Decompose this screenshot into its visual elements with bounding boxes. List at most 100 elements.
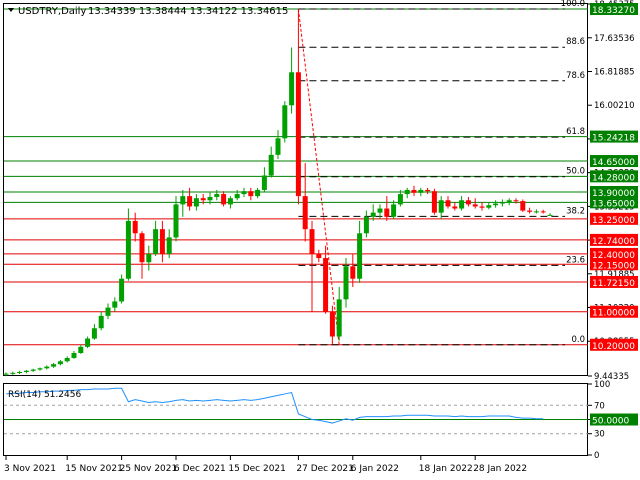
candle bbox=[275, 130, 281, 159]
fib-trendline[interactable] bbox=[297, 8, 340, 345]
candle bbox=[425, 187, 431, 195]
candle bbox=[64, 356, 70, 363]
level-label: 15.24218 bbox=[590, 130, 638, 144]
fibonacci-retracement[interactable]: 100.0 88.6 78.6 61.8 50.0 38.2 23.6 0.0 bbox=[297, 0, 585, 346]
candle bbox=[3, 372, 9, 377]
candles bbox=[3, 9, 553, 377]
candle bbox=[350, 253, 356, 287]
candle bbox=[98, 311, 104, 331]
level-label-text: 15.24218 bbox=[592, 134, 635, 144]
level-label: 13.65000 bbox=[590, 196, 638, 209]
candle bbox=[17, 370, 23, 375]
candle bbox=[506, 198, 512, 206]
candle bbox=[166, 229, 172, 259]
chart-header: USDTRY,Daily 13.34339 13.38444 13.34122 … bbox=[8, 6, 288, 17]
level-label: 11.00000 bbox=[590, 305, 638, 319]
candle bbox=[513, 198, 519, 204]
level-label-text: 14.65000 bbox=[592, 158, 635, 168]
fib-level-label: 23.6 bbox=[566, 255, 585, 265]
candle bbox=[499, 199, 505, 207]
level-label-text: 13.65000 bbox=[592, 199, 635, 209]
fib-level-label: 50.0 bbox=[566, 167, 585, 177]
candle bbox=[302, 163, 308, 242]
candle bbox=[329, 305, 335, 344]
candle bbox=[411, 185, 417, 197]
fib-level-label: 61.8 bbox=[566, 127, 585, 137]
candle bbox=[540, 209, 546, 214]
level-label: 13.90000 bbox=[590, 186, 638, 199]
rsi-indicator: 100 70 30 0 50.0000 bbox=[4, 380, 638, 461]
rsi-title: RSI(14) 51.2456 bbox=[8, 390, 81, 400]
candle bbox=[44, 365, 50, 370]
candle bbox=[255, 187, 261, 199]
candle bbox=[193, 194, 199, 211]
candle bbox=[91, 324, 97, 340]
date-tick-label: 28 Jan 2022 bbox=[473, 464, 527, 474]
candle bbox=[547, 213, 553, 216]
candle bbox=[221, 191, 227, 207]
level-label: 12.74000 bbox=[590, 233, 638, 247]
candle bbox=[248, 187, 254, 201]
candle bbox=[282, 101, 288, 143]
candle bbox=[363, 210, 369, 238]
level-label: 12.40000 bbox=[590, 247, 638, 261]
price-tick-label: 16.00210 bbox=[594, 101, 635, 111]
level-label-text: 18.33270 bbox=[592, 6, 635, 16]
level-label-text: 12.40000 bbox=[592, 251, 635, 261]
candle bbox=[227, 196, 233, 209]
candle bbox=[146, 245, 152, 271]
date-tick-label: 25 Nov 2021 bbox=[120, 464, 178, 474]
candle bbox=[289, 47, 295, 114]
candle bbox=[139, 231, 145, 279]
rsi-tick-label: 30 bbox=[594, 430, 605, 440]
date-tick-label: 6 Dec 2021 bbox=[174, 464, 226, 474]
candle bbox=[119, 274, 125, 304]
candle bbox=[391, 200, 397, 219]
candle bbox=[357, 220, 363, 283]
rsi-level-label: 50.0000 bbox=[590, 413, 638, 427]
candle bbox=[23, 369, 29, 374]
candle bbox=[520, 199, 526, 212]
fib-level-label: 88.6 bbox=[566, 37, 585, 47]
candle bbox=[309, 220, 315, 312]
date-tick-label: 18 Jan 2022 bbox=[419, 464, 473, 474]
svg-text:50.0000: 50.0000 bbox=[592, 417, 629, 427]
candle bbox=[397, 189, 403, 207]
rsi-tick-label: 70 bbox=[594, 401, 605, 411]
candle bbox=[57, 360, 63, 366]
candle bbox=[533, 209, 539, 214]
rsi-tick-label: 100 bbox=[594, 380, 610, 390]
level-label: 14.28000 bbox=[590, 170, 638, 183]
candle bbox=[85, 336, 91, 349]
candle bbox=[452, 202, 458, 211]
candle bbox=[465, 196, 471, 207]
level-label-text: 11.00000 bbox=[592, 309, 635, 319]
candle bbox=[200, 194, 206, 205]
level-label: 13.25000 bbox=[590, 212, 638, 226]
price-tick-label: 16.81885 bbox=[594, 67, 635, 77]
level-label-text: 14.28000 bbox=[592, 173, 635, 183]
level-label: 12.15000 bbox=[590, 258, 638, 271]
triangle-down-icon[interactable] bbox=[8, 8, 14, 12]
candle bbox=[112, 297, 118, 312]
candle bbox=[153, 220, 159, 256]
price-tick-label: 9.44335 bbox=[594, 372, 629, 382]
candle bbox=[37, 367, 43, 371]
candle bbox=[418, 187, 424, 197]
rsi-line bbox=[5, 387, 544, 424]
candle bbox=[343, 258, 349, 308]
candle bbox=[445, 196, 451, 209]
price-tick-label: 17.63536 bbox=[594, 34, 635, 44]
level-label-text: 11.72150 bbox=[592, 279, 635, 289]
candle bbox=[384, 196, 390, 221]
price-pane-frame bbox=[3, 3, 588, 376]
candle bbox=[105, 303, 111, 320]
candle bbox=[71, 350, 77, 359]
ohlc-values: 13.34339 13.38444 13.34122 13.34615 bbox=[88, 6, 288, 17]
price-tick-label: 11.91885 bbox=[594, 270, 635, 280]
level-label-text: 10.20000 bbox=[592, 342, 635, 352]
candle bbox=[479, 202, 485, 211]
symbol-label: USDTRY,Daily bbox=[18, 6, 86, 17]
level-label-text: 13.25000 bbox=[592, 216, 635, 226]
